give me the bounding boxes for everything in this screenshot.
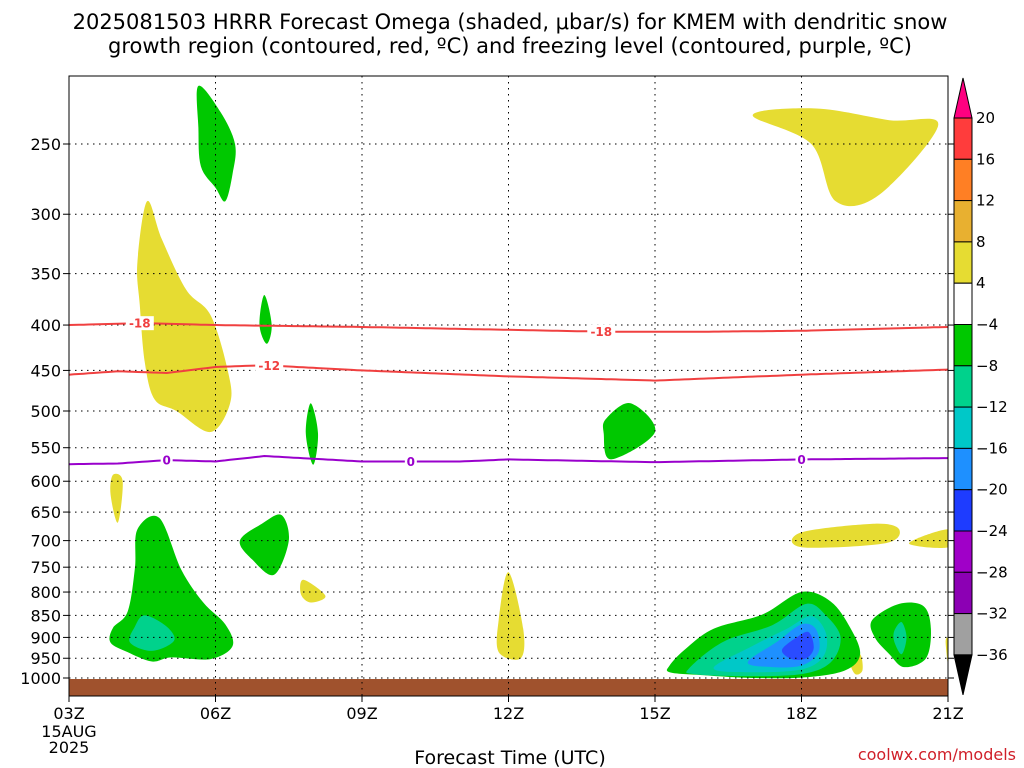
colorbar-tick-label: 16 [976,150,995,168]
contour-label-freezing_level: 0 [407,455,415,469]
contour-label-dgz_-12: -12 [258,359,280,373]
colorbar-top-arrow [953,77,973,119]
colorbar-tick-label: −12 [976,398,1008,416]
contour-label-bg [795,452,808,467]
x-axis-label: Forecast Time (UTC) [414,747,605,768]
colorbar-tick-label: −36 [976,646,1008,664]
chart-title-line-2: growth region (contoured, red, ºC) and f… [108,34,912,58]
y-tick-label-800: 800 [30,583,61,602]
colorbar-tick-label: 12 [976,192,995,210]
y-tick-label-400: 400 [30,316,61,335]
x-tick-label-09Z: 09Z [346,704,377,723]
omega-region-pos-4-8 [137,200,232,433]
x-tick-label-03Z: 03Z [53,704,84,723]
contour-line-freezing_level [69,454,948,466]
omega-region-pos-4-8 [752,108,939,207]
colorbar: 20 16 12 8 4 −4 −8 −12 −16 −20 −24 −28 −32 −36 [953,77,1008,696]
omega-region-pos-4-8 [945,637,948,665]
omega-region-neg-4-8 [305,403,319,465]
y-tick-label-650: 650 [30,503,61,522]
omega-region-pos-4-8 [908,529,948,548]
x-tick-sublabel: 2025 [49,738,90,757]
omega-region-pos-4-8 [496,572,525,660]
colorbar-tick-label: −28 [976,563,1008,581]
contour-label-bg [587,324,616,339]
colorbar-bottom-arrow [953,654,973,696]
omega-shading-layer [109,85,948,679]
colorbar-tick-label: 4 [976,274,986,292]
colorbar-tick-label: 20 [976,109,995,127]
y-tick-label-500: 500 [30,402,61,421]
y-tick-label-850: 850 [30,606,61,625]
colorbar-swatch [953,447,973,491]
x-tick-label-06Z: 06Z [200,704,231,723]
colorbar-tick-label: 8 [976,233,986,251]
colorbar-swatch [953,324,973,367]
contour-line-dgz_-18 [69,322,948,333]
omega-region-pos-4-8 [300,579,326,603]
y-tick-label-900: 900 [30,628,61,647]
contour-label-bg [255,358,284,373]
colorbar-swatch [953,406,973,449]
colorbar-swatch [953,117,973,160]
colorbar-swatch [953,158,973,202]
colorbar-swatch [953,365,973,408]
omega-region-neg-4-8 [259,295,272,344]
omega-region-neg-8-12 [893,621,907,655]
contour-label-bg [160,453,173,468]
contour-label-freezing_level: 0 [797,453,805,467]
omega-region-pos-4-8 [110,473,123,523]
colorbar-tick-label: −20 [976,481,1008,499]
y-tick-label-600: 600 [30,472,61,491]
colorbar-tick-label: −4 [976,316,998,334]
colorbar-tick-label: −24 [976,522,1008,540]
colorbar-tick-label: −32 [976,605,1008,623]
contour-label-bg [404,454,417,469]
omega-region-neg-8-12 [129,615,175,651]
y-tick-label-450: 450 [30,361,61,380]
y-tick-label-250: 250 [30,135,61,154]
colorbar-swatch [953,241,973,284]
y-tick-label-550: 550 [30,439,61,458]
contour-label-dgz_-18: -18 [129,317,151,331]
colorbar-swatch [953,571,973,615]
contour-label-freezing_level: 0 [162,454,170,468]
x-tick-label-15Z: 15Z [639,704,670,723]
y-tick-label-750: 750 [30,558,61,577]
omega-region-neg-20-24 [781,631,814,660]
grid-layer [69,76,948,696]
omega-region-neg-4-8 [602,402,656,460]
ground-layer [69,679,948,696]
ground-fill [69,679,948,696]
colorbar-tick-label: −16 [976,439,1008,457]
x-tick-sublabel: 15AUG [41,722,96,741]
omega-region-neg-4-8 [196,85,236,202]
omega-region-neg-4-8 [239,514,290,576]
colorbar-swatch [953,282,973,326]
colorbar-swatch [953,613,973,656]
colorbar-swatch [953,200,973,243]
y-tick-label-350: 350 [30,265,61,284]
credit-text: coolwx.com/models [858,745,1016,764]
contour-label-dgz_-18: -18 [590,325,612,339]
contour-line-dgz_-12 [69,364,948,382]
y-tick-label-700: 700 [30,532,61,551]
y-tick-label-300: 300 [30,205,61,224]
x-tick-label-12Z: 12Z [493,704,524,723]
x-tick-label-18Z: 18Z [786,704,817,723]
y-tick-label-950: 950 [30,649,61,668]
chart-title-line-1: 2025081503 HRRR Forecast Omega (shaded, … [73,10,948,34]
colorbar-tick-label: −8 [976,357,998,375]
contour-layer: -18 -18 -12 0 0 0 [69,316,948,469]
omega-region-pos-4-8 [791,523,900,548]
colorbar-swatch [953,489,973,532]
x-tick-label-21Z: 21Z [932,704,963,723]
contour-label-bg [125,316,154,331]
y-tick-label-1000: 1000 [20,669,61,688]
colorbar-swatch [953,530,973,573]
y-axis-ticks: 250 300 350 400 450 500 550 600 650 700 750 800 850 9… [20,135,954,688]
